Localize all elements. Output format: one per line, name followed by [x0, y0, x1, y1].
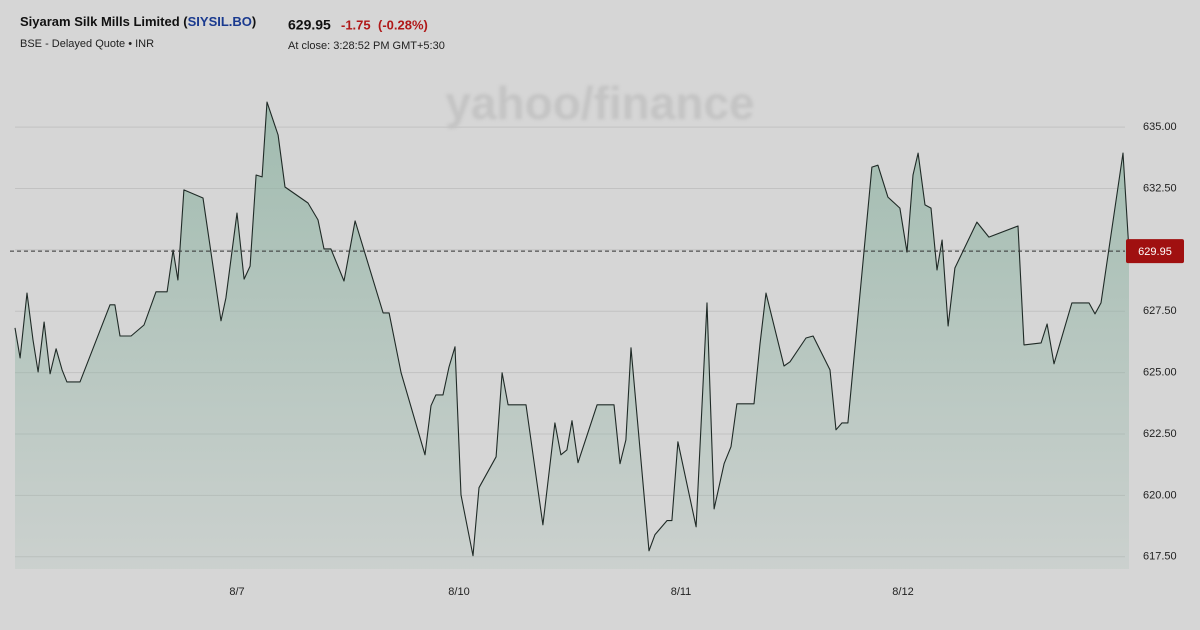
y-tick-label: 617.50 [1143, 551, 1177, 563]
subtitle: BSE - Delayed Quote • INR [20, 38, 154, 50]
price-line [14, 101, 1130, 557]
watermark: yahoo/finance [445, 77, 754, 129]
y-tick-label: 625.00 [1143, 367, 1177, 379]
x-tick-label: 8/10 [448, 586, 469, 598]
change-percent: (-0.28%) [378, 17, 428, 32]
title-prefix: Siyaram Silk Mills Limited ( [20, 14, 188, 29]
y-tick-label: 622.50 [1143, 428, 1177, 440]
x-tick-label: 8/7 [229, 586, 244, 598]
y-tick-label: 635.00 [1143, 121, 1177, 133]
y-tick-label: 620.00 [1143, 489, 1177, 501]
price: 629.95 [288, 17, 331, 33]
last-price-box [1126, 239, 1184, 264]
x-tick-label: 8/11 [671, 586, 692, 598]
area [15, 102, 1129, 569]
symbol: SIYSIL.BO [188, 14, 252, 29]
title-suffix: ) [252, 14, 256, 29]
close-time: At close: 3:28:52 PM GMT+5:30 [288, 40, 445, 52]
y-tick-label: 632.50 [1143, 182, 1177, 194]
x-tick-label: 8/12 [892, 586, 913, 598]
y-tick-label: 627.50 [1143, 305, 1177, 317]
last-price-label: 629.95 [1138, 246, 1172, 258]
title: Siyaram Silk Mills Limited (SIYSIL.BO) [20, 14, 256, 29]
change: -1.75 [341, 17, 371, 32]
